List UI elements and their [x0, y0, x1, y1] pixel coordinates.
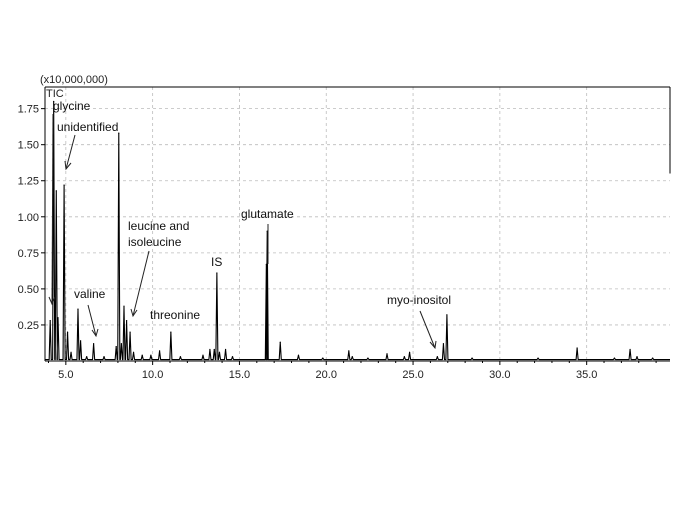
annotation-valine: valine	[74, 287, 106, 301]
y-tick-label: 0.50	[18, 284, 39, 296]
peak-apex	[179, 356, 182, 358]
peak-apex	[408, 351, 411, 353]
peak-apex	[216, 272, 218, 274]
peak-apex	[63, 184, 65, 186]
peak-apex	[351, 356, 353, 358]
peak-apex	[115, 345, 117, 348]
peak-apex	[322, 357, 324, 359]
arrowhead-valine	[91, 328, 99, 338]
peak-apex	[386, 353, 388, 355]
arrow-leucine	[132, 250, 150, 317]
arrow-unidentified	[65, 134, 76, 170]
peak-apex	[279, 341, 281, 343]
peak-apex	[57, 317, 59, 319]
peak-apex	[123, 305, 125, 307]
peak-apex	[120, 343, 122, 345]
annotation-glutamate: glutamate	[241, 207, 294, 221]
arrow-myo-inositol	[419, 310, 436, 349]
peak-apex	[403, 356, 405, 358]
peak-apex	[636, 356, 638, 358]
peak-apex	[79, 340, 82, 342]
arrowhead-glycine	[48, 296, 56, 306]
x-tick-label: 10.0	[142, 369, 163, 381]
peak-apex	[125, 320, 128, 322]
tick-labels: 0.25 0.50 0.75 1.00 1.25 1.50 1.75 5.0 10.0 15.0 2…	[18, 104, 657, 381]
x-tick-label: 20.0	[316, 369, 337, 381]
annotation-threonine: threonine	[150, 308, 200, 322]
peak-apex	[158, 350, 161, 352]
gridlines	[45, 87, 670, 361]
peak-apex	[86, 356, 88, 358]
peak-apex	[213, 348, 215, 351]
peak-apex	[265, 263, 267, 265]
peak-apex	[436, 356, 438, 358]
peak-apex	[118, 132, 120, 134]
peak-apex	[218, 351, 221, 353]
y-tick-label: 1.50	[18, 140, 39, 152]
peak-apex	[348, 350, 350, 352]
annotation-is: IS	[211, 255, 222, 269]
x-tick-label: 35.0	[576, 369, 597, 381]
peak-apex	[49, 320, 51, 322]
peak-apex	[202, 354, 204, 356]
x-tick-label: 15.0	[229, 369, 250, 381]
y-tick-label: 0.75	[18, 248, 39, 260]
peak-apex	[442, 343, 445, 345]
peak-apex	[66, 331, 69, 333]
peak-apex	[446, 314, 448, 316]
peak-apex	[209, 348, 211, 351]
y-tick-label: 0.25	[18, 320, 39, 332]
trace-layer	[45, 100, 670, 361]
axes	[44, 86, 671, 362]
peak-apex	[613, 357, 616, 359]
peak-apex	[129, 331, 131, 333]
arrow-glycine	[51, 113, 54, 305]
peak-apex	[141, 354, 143, 356]
peak-apex	[537, 357, 539, 359]
annotation-leucine-line-1: leucine and	[128, 219, 189, 233]
x-tick-label: 25.0	[402, 369, 423, 381]
peak-apex	[297, 354, 300, 356]
peak-apex	[170, 331, 172, 333]
peak-apex	[471, 357, 473, 359]
tic-trace	[45, 100, 670, 361]
y-multiplier-label: (x10,000,000)	[40, 74, 108, 86]
peak-apex	[150, 354, 152, 356]
y-tick-label: 1.75	[18, 104, 39, 116]
peak-apex	[231, 356, 234, 358]
annotation-arrows	[48, 113, 437, 350]
annotation-unidentified: unidentified	[57, 120, 118, 134]
peak-apex	[53, 100, 55, 103]
peak-apex	[629, 348, 631, 351]
y-tick-label: 1.00	[18, 212, 39, 224]
annotation-glycine: glycine	[53, 99, 91, 113]
x-tick-label: 30.0	[489, 369, 510, 381]
peak-apex	[224, 348, 227, 351]
peak-apex	[55, 190, 57, 192]
peak-apex	[652, 357, 654, 359]
arrowhead-unidentified	[64, 160, 72, 171]
peak-apex	[93, 343, 95, 345]
peak-apex	[77, 308, 79, 310]
arrowhead-myo-inositol	[429, 340, 437, 350]
peak-apex	[367, 357, 369, 359]
peak-apex	[576, 347, 578, 349]
x-tick-label: 5.0	[58, 369, 73, 381]
peak-apex	[132, 351, 135, 353]
trace-label: TIC	[46, 88, 64, 100]
y-tick-label: 1.25	[18, 176, 39, 188]
annotation-leucine-line-2: isoleucine	[128, 235, 182, 249]
peak-apex	[103, 356, 105, 358]
arrowhead-leucine	[130, 308, 138, 318]
annotation-myo-inositol: myo-inositol	[387, 293, 451, 307]
peak-apex	[70, 351, 72, 353]
arrow-valine	[87, 304, 97, 337]
